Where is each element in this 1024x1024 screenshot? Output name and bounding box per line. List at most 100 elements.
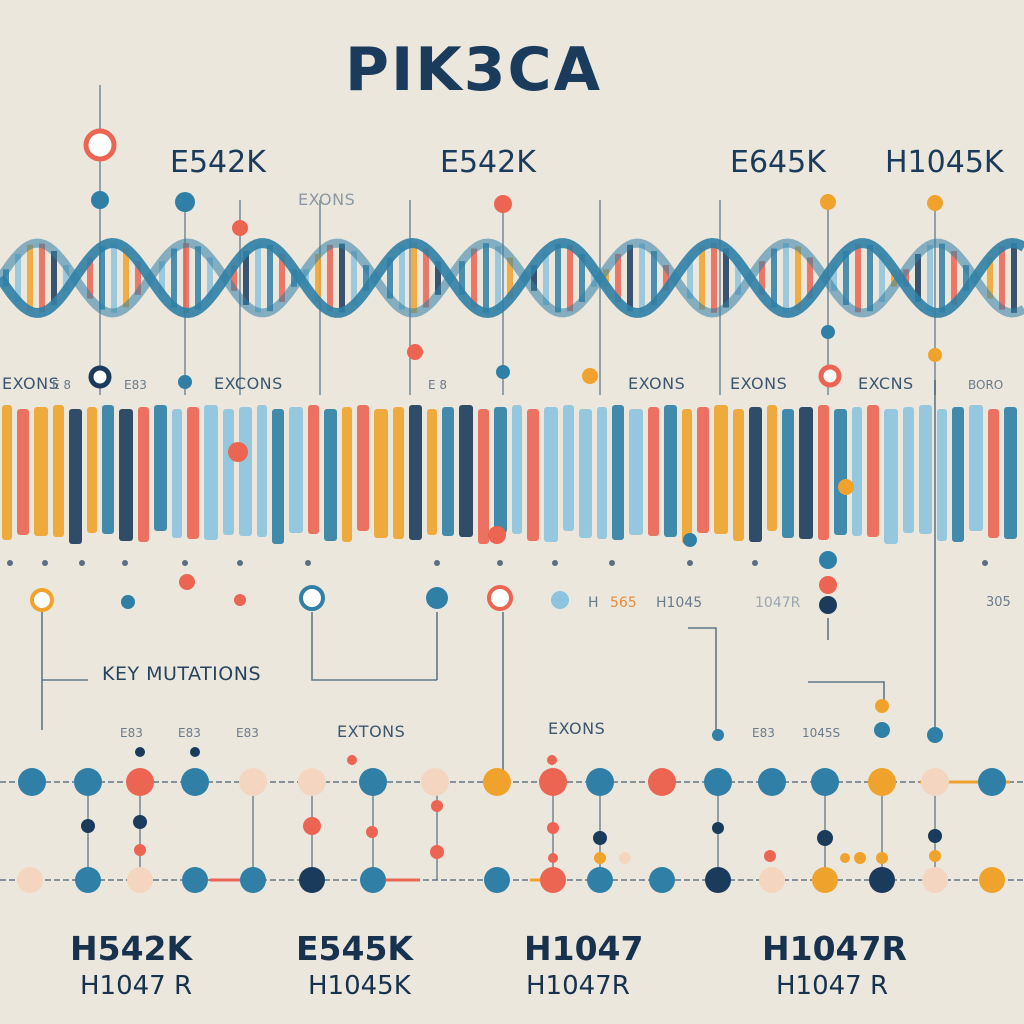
upper-track-dot <box>18 768 46 796</box>
lower-exons-label-1: EXTONS <box>337 722 406 741</box>
lower-track-dot <box>979 867 1005 893</box>
top-marker-dot <box>927 195 943 211</box>
exon-bar <box>409 405 422 540</box>
bottom-mutation-sub-1: H1047 R <box>80 971 193 1001</box>
exon-bar <box>648 407 659 536</box>
upper-track-dot <box>868 768 896 796</box>
exon-small-label-c: E 8 <box>428 378 448 392</box>
under-bar-label-h: H <box>588 595 599 611</box>
lower-marker-dot <box>426 587 448 609</box>
upper-track-dot <box>421 768 449 796</box>
exon-bar <box>512 405 522 534</box>
exon-bar <box>1004 407 1017 539</box>
exon-bar <box>2 405 12 540</box>
scatter-dot <box>875 699 889 713</box>
top-marker-dot <box>407 344 423 360</box>
exon-bar <box>782 409 794 538</box>
exon-bar <box>187 407 199 539</box>
exon-bar <box>799 407 813 539</box>
bottom-mutation-main-3: H1047 <box>524 929 644 968</box>
lower-track-dot <box>812 867 838 893</box>
scatter-dot <box>133 815 147 829</box>
key-mutations-label: KEY MUTATIONS <box>102 663 262 685</box>
tick-dot <box>305 560 311 566</box>
exon-bar <box>903 407 914 533</box>
bar-marker-dot <box>228 442 248 462</box>
lower-marker-dot <box>819 576 837 594</box>
exon-bar <box>69 409 82 544</box>
top-marker-dot <box>820 194 836 210</box>
bottom-mutation-sub-3: H1047R <box>526 971 630 1001</box>
lower-small-label-2: E83 <box>178 726 201 740</box>
exon-bar <box>714 405 728 534</box>
lower-marker-dot <box>819 551 837 569</box>
bar-marker-dot <box>683 533 697 547</box>
lower-marker-dot <box>551 591 569 609</box>
upper-track-dot <box>978 768 1006 796</box>
exon-bar <box>579 409 592 538</box>
mutation-track-lines <box>0 780 1024 882</box>
tick-dot <box>497 560 503 566</box>
lower-marker-dot <box>819 596 837 614</box>
scatter-dot <box>190 747 200 757</box>
top-marker-dot <box>175 192 195 212</box>
scatter-dot <box>840 853 850 863</box>
exon-bar <box>527 409 539 541</box>
exon-bar <box>969 405 983 531</box>
exon-bar <box>749 407 762 542</box>
page-title: PIK3CA <box>345 35 603 105</box>
exon-bar <box>102 405 114 534</box>
exon-bar <box>119 409 133 541</box>
exon-bar <box>17 409 29 535</box>
lower-track-dot <box>705 867 731 893</box>
tick-dot <box>434 560 440 566</box>
exon-bar <box>597 407 607 539</box>
upper-track-dot <box>359 768 387 796</box>
scatter-dot <box>594 852 606 864</box>
upper-track-dot <box>539 768 567 796</box>
lower-track-dot <box>360 867 386 893</box>
exon-bar <box>834 409 847 535</box>
top-marker-dot <box>232 220 248 236</box>
lower-track-dot <box>922 867 948 893</box>
scatter-dot <box>712 822 724 834</box>
tick-dot <box>79 560 85 566</box>
lower-track-dot <box>759 867 785 893</box>
scatter-dot <box>874 722 890 738</box>
top-marker-dot <box>928 348 942 362</box>
scatter-dot <box>135 747 145 757</box>
mutation-markers <box>7 128 1006 893</box>
lower-track-dot <box>649 867 675 893</box>
exon-bar <box>919 405 932 534</box>
scatter-dot <box>712 729 724 741</box>
exon-bar <box>629 409 643 535</box>
exon-bar <box>272 409 284 544</box>
scatter-dot <box>547 822 559 834</box>
scatter-dot <box>431 800 443 812</box>
tick-dot <box>182 560 188 566</box>
scatter-dot <box>134 844 146 856</box>
lower-small-label-3: E83 <box>236 726 259 740</box>
bottom-mutation-sub-4: H1047 R <box>776 971 889 1001</box>
top-marker-ring <box>818 364 842 388</box>
exon-bar <box>257 405 267 537</box>
top-marker-dot <box>496 365 510 379</box>
exon-bar <box>374 409 388 538</box>
top-marker-dot <box>91 191 109 209</box>
lower-marker-dot <box>234 594 246 606</box>
top-marker-dot <box>582 368 598 384</box>
lower-track-dot <box>587 867 613 893</box>
exon-bar <box>138 407 149 542</box>
exon-small-label-b: E83 <box>124 378 147 392</box>
lower-track-dot <box>484 867 510 893</box>
upper-track-dot <box>648 768 676 796</box>
scatter-dot <box>81 819 95 833</box>
top-marker-dot <box>494 195 512 213</box>
exons-label-right-c: EXCNS <box>858 374 914 393</box>
exon-bar <box>324 409 337 541</box>
exons-label-left: EXONS <box>2 374 60 393</box>
exon-bar <box>937 409 947 541</box>
exon-bar <box>172 409 182 538</box>
bottom-mutation-main-1: H542K <box>70 929 193 968</box>
top-mutation-label-3: E645K <box>730 145 826 180</box>
